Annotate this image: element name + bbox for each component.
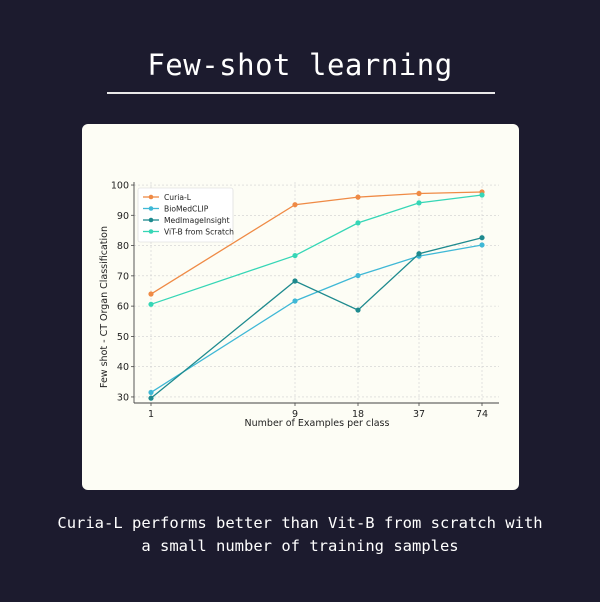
y-axis-label: Few shot - CT Organ Classification [99, 226, 110, 388]
data-point [416, 200, 422, 206]
legend-swatch-marker [148, 229, 154, 234]
y-tick-label: 70 [117, 271, 129, 282]
data-point [292, 298, 298, 304]
x-tick-label: 74 [476, 409, 488, 420]
chart-card: 30 40 50 60 70 80 90 100 1 9 18 37 74 Curia-L BioMedC… [82, 124, 519, 490]
legend-label: MedImageInsight [164, 216, 230, 225]
data-point [148, 301, 154, 307]
data-point [355, 307, 361, 313]
data-point [355, 272, 361, 279]
page-title: Few-shot learning [147, 48, 453, 82]
x-tick-label: 18 [352, 409, 364, 420]
legend-swatch-marker [148, 194, 154, 200]
legend-box [137, 187, 234, 243]
legend-label: ViT-B from Scratch [164, 228, 234, 237]
y-tick-label: 80 [117, 241, 129, 252]
series [148, 189, 485, 401]
y-tick-label: 50 [117, 332, 129, 343]
x-tick-label: 1 [148, 409, 154, 420]
data-point [292, 202, 298, 208]
caption: Curia-L performs better than Vit-B from … [0, 512, 600, 558]
y-tick-label: 40 [117, 362, 129, 373]
legend-label: BioMedCLIP [164, 205, 209, 214]
x-tick-label: 9 [292, 409, 298, 420]
legend-label: Curia-L [164, 193, 192, 202]
caption-line-1: Curia-L performs better than Vit-B from … [57, 514, 543, 532]
data-point [479, 235, 485, 241]
x-tick-label: 37 [413, 409, 425, 420]
data-point [355, 194, 361, 200]
axes: 30 40 50 60 70 80 90 100 1 9 18 37 74 [111, 181, 499, 420]
legend: Curia-L BioMedCLIP MedImageInsight ViT-B fr… [137, 187, 234, 243]
data-point [292, 278, 298, 284]
legend-swatch-marker [148, 217, 154, 223]
y-tick-label: 60 [117, 302, 129, 313]
data-point [148, 389, 154, 396]
y-tick-label: 30 [117, 392, 129, 403]
series-line [150, 237, 483, 399]
x-axis-label: Number of Examples per class [245, 418, 390, 429]
data-point [148, 395, 154, 401]
data-point [148, 291, 154, 297]
data-point [416, 190, 422, 197]
series-line [150, 244, 483, 393]
y-tick-label: 100 [111, 181, 129, 192]
data-point [292, 252, 298, 259]
data-point [479, 192, 485, 198]
caption-line-2: a small number of training samples [141, 537, 459, 555]
y-tick-label: 90 [117, 211, 129, 222]
line-chart: 30 40 50 60 70 80 90 100 1 9 18 37 74 Curia-L BioMedC… [99, 181, 499, 429]
data-point [416, 251, 422, 257]
data-point [479, 242, 485, 248]
title-underline [107, 92, 495, 94]
legend-swatch-marker [148, 206, 154, 211]
data-point [355, 220, 361, 226]
